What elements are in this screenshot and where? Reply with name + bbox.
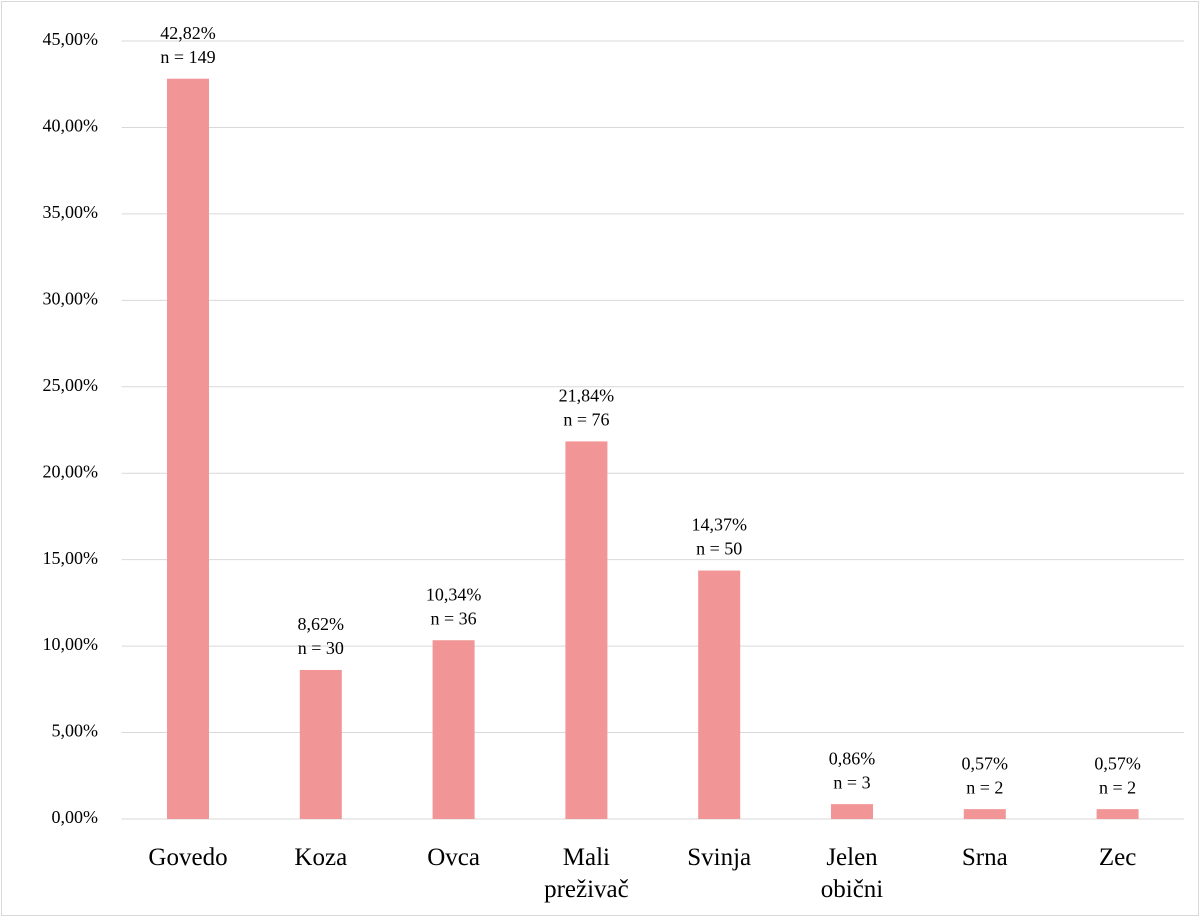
y-tick-label: 10,00% [43, 634, 99, 654]
y-tick-label: 30,00% [43, 288, 99, 308]
count-label: n = 149 [160, 47, 215, 67]
y-tick-label: 20,00% [43, 461, 99, 481]
y-tick-label: 5,00% [52, 721, 99, 741]
bar [565, 441, 608, 819]
y-tick-label: 45,00% [43, 29, 99, 49]
y-tick-label: 40,00% [43, 116, 99, 136]
value-label: 8,62% [298, 614, 345, 634]
bar [698, 570, 741, 819]
bar [1096, 809, 1139, 819]
count-label: n = 36 [431, 608, 477, 628]
y-tick-label: 25,00% [43, 375, 99, 395]
count-label: n = 2 [1099, 777, 1136, 797]
value-label: 14,37% [691, 515, 747, 535]
value-label: 0,57% [1094, 753, 1141, 773]
x-tick-label: Ovca [427, 844, 480, 871]
x-tick-label: Mali preživač [544, 844, 629, 903]
y-tick-label: 0,00% [52, 807, 99, 827]
value-label: 42,82% [160, 23, 216, 43]
bar [299, 669, 342, 819]
count-label: n = 3 [833, 772, 870, 792]
value-label: 21,84% [559, 386, 615, 406]
y-tick-label: 15,00% [43, 548, 99, 568]
bar [831, 804, 873, 819]
bar [963, 809, 1006, 819]
x-tick-label: Srna [961, 844, 1008, 871]
x-tick-label: Koza [294, 844, 348, 871]
count-label: n = 30 [298, 638, 344, 658]
bar [167, 78, 209, 820]
x-tick-label: Svinja [687, 844, 752, 871]
value-label: 0,86% [829, 748, 876, 768]
value-label: 10,34% [426, 584, 482, 604]
value-label: 0,57% [962, 753, 1009, 773]
count-label: n = 2 [966, 777, 1003, 797]
count-label: n = 76 [563, 410, 609, 430]
x-tick-label: Govedo [148, 844, 228, 871]
count-label: n = 50 [696, 539, 742, 559]
x-tick-label: Jelen obični [820, 844, 884, 903]
bar [432, 640, 475, 819]
y-tick-label: 35,00% [43, 202, 99, 222]
x-tick-label: Zec [1098, 844, 1137, 871]
